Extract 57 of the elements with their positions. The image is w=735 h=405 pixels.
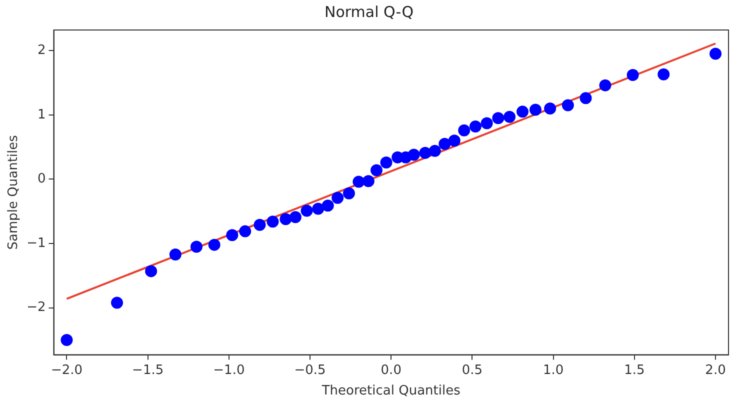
point bbox=[280, 213, 292, 226]
x-tick-label: 2.0 bbox=[705, 362, 726, 378]
point bbox=[428, 144, 441, 157]
point bbox=[562, 99, 574, 112]
point bbox=[300, 204, 313, 217]
point bbox=[60, 334, 73, 346]
x-tick-label: 1.0 bbox=[542, 362, 564, 378]
point bbox=[239, 225, 252, 238]
point bbox=[469, 120, 482, 132]
point bbox=[504, 110, 516, 123]
point bbox=[480, 117, 493, 130]
point bbox=[408, 148, 420, 161]
point bbox=[342, 187, 355, 200]
point bbox=[226, 229, 238, 242]
point bbox=[322, 200, 334, 212]
x-tick-label: −2.0 bbox=[50, 362, 83, 378]
point bbox=[332, 192, 344, 204]
x-tick-label: 0.5 bbox=[462, 362, 483, 378]
point bbox=[419, 146, 432, 159]
point bbox=[544, 102, 556, 114]
x-tick-label: −1.0 bbox=[213, 362, 245, 378]
point bbox=[145, 265, 158, 278]
point bbox=[626, 69, 639, 82]
point bbox=[362, 175, 374, 188]
point bbox=[266, 216, 279, 228]
point bbox=[370, 164, 383, 176]
x-tick-label: 1.5 bbox=[624, 362, 645, 378]
y-tick-label: 1 bbox=[37, 107, 46, 122]
point bbox=[710, 48, 722, 60]
point bbox=[289, 211, 302, 224]
point bbox=[458, 124, 470, 136]
y-tick-label: −2 bbox=[26, 300, 46, 316]
point bbox=[448, 134, 460, 147]
x-tick-label: 0.0 bbox=[380, 362, 402, 378]
point bbox=[529, 104, 542, 116]
point bbox=[580, 92, 592, 104]
point bbox=[169, 248, 182, 260]
point bbox=[492, 112, 504, 124]
y-tick-label: −1 bbox=[26, 236, 46, 251]
point bbox=[352, 176, 365, 188]
y-axis-title: Sample Quantiles bbox=[6, 134, 22, 250]
point bbox=[658, 68, 670, 80]
point bbox=[208, 238, 220, 251]
y-tick-label: 2 bbox=[37, 42, 46, 58]
point bbox=[111, 296, 124, 309]
point bbox=[254, 218, 266, 231]
chart-title: Normal Q-Q bbox=[324, 2, 414, 21]
point bbox=[312, 202, 324, 215]
x-tick-label: −1.5 bbox=[132, 362, 164, 378]
point bbox=[599, 79, 612, 92]
y-tick-label: 0 bbox=[37, 172, 46, 187]
x-axis-title: Theoretical Quantiles bbox=[320, 384, 461, 399]
point bbox=[516, 106, 529, 118]
point bbox=[438, 138, 451, 150]
point bbox=[190, 240, 202, 253]
x-tick-label: −0.5 bbox=[294, 362, 326, 378]
point bbox=[380, 156, 392, 168]
